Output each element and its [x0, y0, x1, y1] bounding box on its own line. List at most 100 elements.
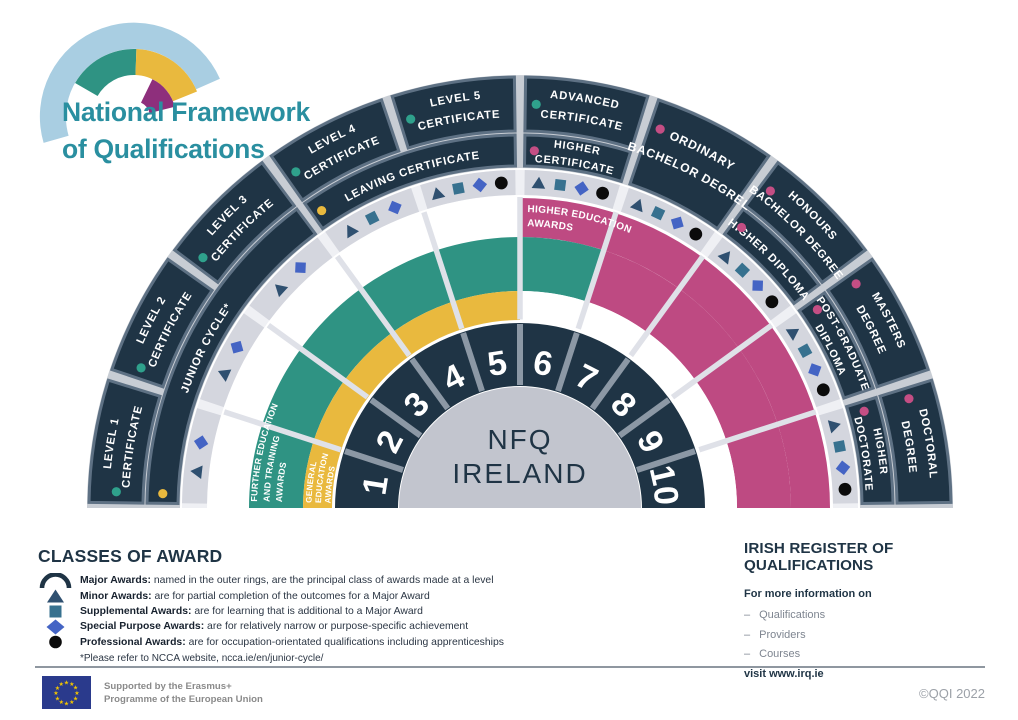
pink-dot: [859, 406, 869, 416]
segment-higher-doctorate: [844, 395, 895, 506]
special-award-icon: [230, 340, 244, 354]
band-white-A: [210, 198, 520, 508]
minor-award-icon: [629, 198, 643, 213]
register-list: – Qualifications – Providers – Courses: [744, 609, 1006, 660]
special-award-icon: [295, 262, 306, 273]
supplemental-award-icon: [734, 262, 751, 278]
register-item: – Courses: [744, 648, 801, 660]
supplemental-award-icon: [797, 343, 813, 359]
band-green-B: [249, 237, 604, 508]
teal-dot: [136, 363, 146, 373]
number-divider: [555, 332, 580, 392]
special-award-icon: [472, 177, 488, 193]
segment-masters-degree: [825, 257, 931, 389]
eu-support-text: Supported by the Erasmus+ Programme of t…: [104, 681, 263, 706]
band-divider: [421, 211, 465, 330]
pink-dot: [655, 124, 665, 134]
supplemental-award-icon: [833, 440, 846, 453]
legend-item-special-purpose-diamond: Special Purpose Awards: are for relative…: [38, 619, 598, 635]
special-award-icon: [808, 363, 822, 377]
icons-ring-segment-level-2: [200, 313, 265, 408]
register-visit-url: visit www.irq.ie: [744, 667, 824, 680]
segment-honours-bachelor-degree: [743, 160, 868, 285]
number-divider: [409, 357, 451, 411]
professional-award-icon: [494, 176, 508, 190]
center-disc: [399, 387, 641, 508]
supplemental-award-icon: [452, 182, 465, 195]
special-award-icon: [574, 181, 589, 196]
teal-dot: [198, 253, 208, 263]
band-magenta-B: [587, 250, 791, 509]
supplemental-award-icon: [554, 178, 567, 192]
logo-arc-purple: [141, 79, 175, 114]
band-divider: [670, 322, 774, 400]
eu-flag-svg: ★★★★★★★★★ ★ ★★: [42, 676, 91, 709]
footer-separator: [35, 666, 985, 668]
legend-item-text: Minor Awards: are for partial completion…: [80, 590, 430, 602]
number-divider: [617, 397, 671, 439]
special-purpose-diamond-icon: [38, 619, 80, 635]
professional-award-icon: [689, 227, 703, 241]
legend-item-text: Supplemental Awards: are for learning th…: [80, 605, 423, 617]
number-divider: [460, 332, 485, 392]
minor-triangle-icon: [38, 588, 80, 604]
minor-award-icon: [827, 420, 841, 434]
segment-level-5-certificate: [390, 75, 517, 150]
segment-post-graduate-diploma: [797, 290, 876, 401]
professional-award-icon: [596, 186, 609, 200]
logo-title: National Framework of Qualifications: [62, 94, 310, 168]
legend-item-minor-triangle: Minor Awards: are for partial completion…: [38, 588, 598, 603]
segment-advanced-certificate: [523, 75, 650, 150]
number-divider: [344, 448, 404, 473]
special-award-icon: [835, 460, 851, 476]
irish-register-block: IRISH REGISTER OF QUALIFICATIONS For mor…: [744, 540, 1006, 680]
icons-ring-segment-level-3: [249, 237, 333, 321]
segment-level-2-certificate: [109, 257, 215, 389]
pink-dot: [529, 146, 539, 156]
eu-star-icon: ★: [55, 695, 60, 702]
legend-title: CLASSES OF AWARD: [38, 546, 223, 566]
yellow-dot: [317, 205, 327, 216]
segment-higher-diploma: [722, 207, 821, 306]
yellow-dot: [158, 489, 168, 499]
pink-dot: [851, 279, 861, 289]
legend-footnote: *Please refer to NCCA website, ncca.ie/e…: [80, 652, 324, 664]
eu-star-icon: ★: [59, 681, 64, 688]
eu-star-icon: ★: [74, 690, 79, 697]
minor-award-icon: [275, 284, 289, 298]
pink-dot: [812, 305, 823, 315]
major-arc-icon: [38, 572, 80, 589]
legend-item-professional-circle: Professional Awards: are for occupation-…: [38, 635, 598, 650]
pink-dot: [736, 222, 747, 233]
band-divider: [223, 409, 342, 453]
register-item: – Providers: [744, 628, 806, 641]
icons-ring-segment-level-10: [819, 408, 858, 504]
legend-item-text: Professional Awards: are for occupation-…: [80, 636, 504, 648]
segment-level-1-certificate: [87, 378, 162, 505]
segment-level-4-certificate: [269, 97, 401, 203]
minor-award-icon: [190, 465, 203, 480]
eu-star-icon: ★: [55, 685, 60, 692]
minor-award-icon: [432, 187, 446, 201]
number-divider: [636, 448, 696, 473]
number-ring: [335, 323, 705, 508]
supplemental-award-icon: [650, 206, 666, 221]
segment-higher-certificate: [522, 133, 633, 184]
band-white-C: [520, 291, 737, 508]
supplemental-square-icon: [38, 603, 80, 619]
professional-circle-icon: [38, 634, 80, 650]
register-item: – Qualifications: [744, 609, 826, 621]
band-divider: [698, 409, 817, 453]
minor-award-icon: [717, 251, 731, 265]
legend-item-text: Special Purpose Awards: are for relative…: [80, 621, 469, 633]
eu-star-icon: ★: [59, 699, 64, 706]
center-label-line1: NFQ: [487, 424, 552, 455]
center-label-line2: IRELAND: [452, 458, 587, 489]
icons-ring-segment-level-5: [420, 170, 516, 209]
eu-star-icon: ★: [69, 699, 74, 706]
logo-title-line2: of Qualifications: [62, 134, 265, 164]
register-title: IRISH REGISTER OF QUALIFICATIONS: [744, 540, 894, 574]
eu-support-line2: Programme of the European Union: [104, 693, 263, 705]
